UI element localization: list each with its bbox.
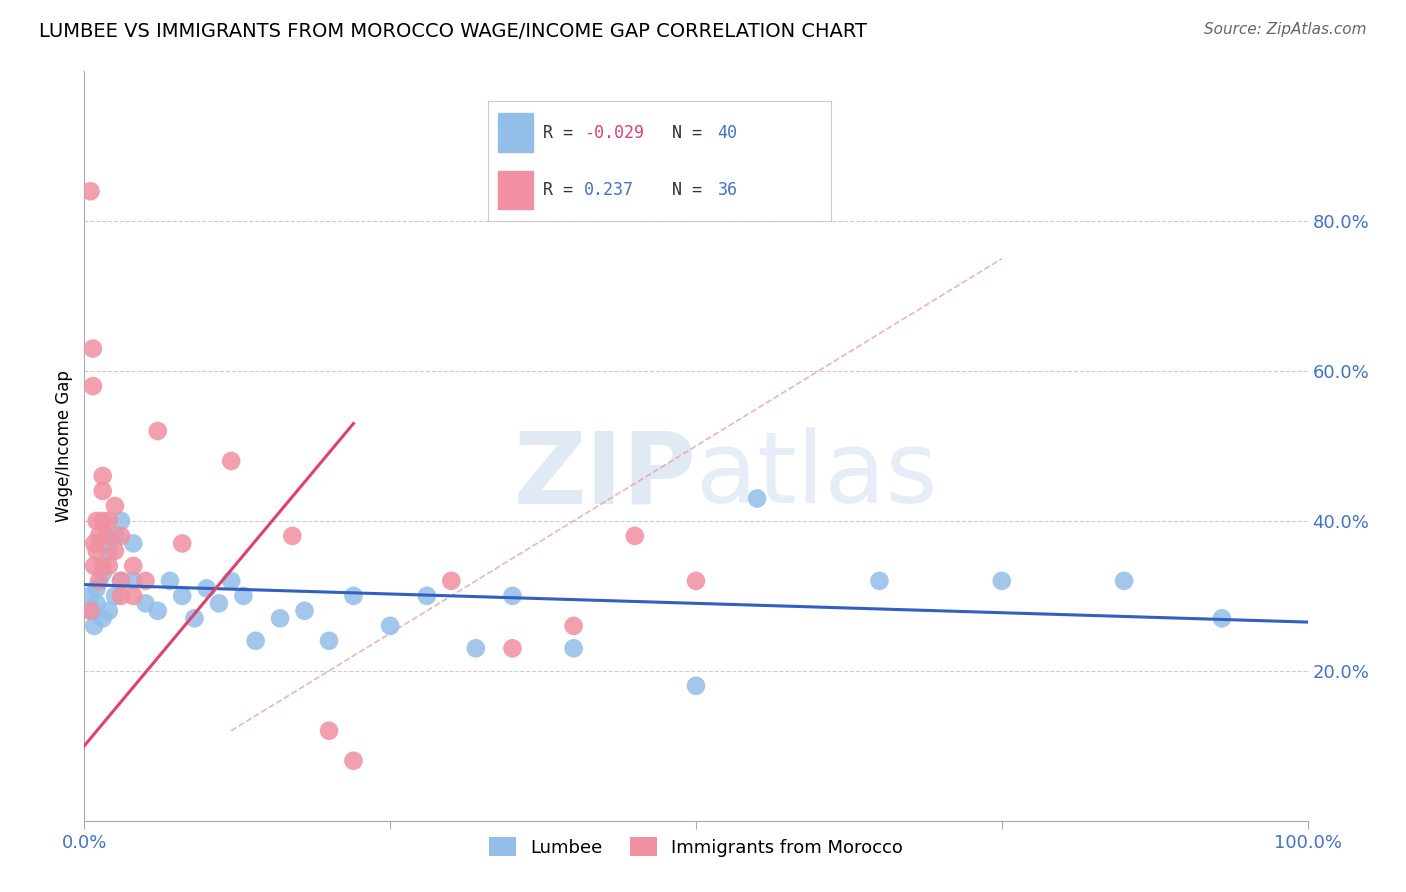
Point bbox=[464, 641, 486, 656]
Point bbox=[87, 529, 110, 543]
Point bbox=[135, 596, 157, 610]
Point bbox=[318, 723, 340, 738]
Point bbox=[135, 574, 157, 588]
Point bbox=[79, 604, 101, 618]
Point bbox=[122, 589, 145, 603]
Point bbox=[269, 611, 291, 625]
Point bbox=[219, 454, 242, 468]
Point bbox=[122, 536, 145, 550]
Text: LUMBEE VS IMMIGRANTS FROM MOROCCO WAGE/INCOME GAP CORRELATION CHART: LUMBEE VS IMMIGRANTS FROM MOROCCO WAGE/I… bbox=[39, 22, 868, 41]
Point bbox=[97, 558, 120, 573]
Point bbox=[624, 529, 647, 543]
Point bbox=[416, 589, 439, 603]
Point bbox=[172, 536, 194, 550]
Point bbox=[502, 641, 524, 656]
Point bbox=[91, 566, 114, 581]
Point bbox=[869, 574, 891, 588]
Point bbox=[747, 491, 769, 506]
Point bbox=[96, 529, 118, 543]
Point bbox=[146, 604, 169, 618]
Point bbox=[685, 574, 707, 588]
Point bbox=[318, 633, 340, 648]
Point bbox=[86, 596, 108, 610]
Point bbox=[685, 679, 707, 693]
Point bbox=[83, 619, 105, 633]
Point bbox=[159, 574, 181, 588]
Point bbox=[97, 514, 120, 528]
Point bbox=[294, 604, 316, 618]
Point bbox=[91, 483, 114, 498]
Point bbox=[97, 604, 120, 618]
Point bbox=[104, 544, 127, 558]
Point bbox=[146, 424, 169, 438]
Point bbox=[83, 536, 105, 550]
Point bbox=[91, 611, 114, 625]
Point bbox=[1114, 574, 1136, 588]
Point bbox=[172, 589, 194, 603]
Point bbox=[208, 596, 231, 610]
Point bbox=[245, 633, 267, 648]
Point bbox=[110, 574, 132, 588]
Point bbox=[110, 589, 132, 603]
Point bbox=[91, 469, 114, 483]
Point bbox=[86, 544, 108, 558]
Point bbox=[281, 529, 304, 543]
Point bbox=[502, 589, 524, 603]
Point bbox=[342, 754, 364, 768]
Point bbox=[82, 604, 104, 618]
Text: Source: ZipAtlas.com: Source: ZipAtlas.com bbox=[1204, 22, 1367, 37]
Point bbox=[91, 514, 114, 528]
Text: atlas: atlas bbox=[696, 427, 938, 524]
Point bbox=[110, 574, 132, 588]
Point bbox=[86, 514, 108, 528]
Point bbox=[97, 544, 120, 558]
Point bbox=[380, 619, 402, 633]
Point bbox=[91, 558, 114, 573]
Point bbox=[440, 574, 463, 588]
Point bbox=[195, 582, 218, 596]
Legend: Lumbee, Immigrants from Morocco: Lumbee, Immigrants from Morocco bbox=[482, 830, 910, 864]
Y-axis label: Wage/Income Gap: Wage/Income Gap bbox=[55, 370, 73, 522]
Point bbox=[183, 611, 205, 625]
Point bbox=[82, 379, 104, 393]
Point bbox=[562, 641, 585, 656]
Point bbox=[104, 589, 127, 603]
Point bbox=[104, 529, 127, 543]
Point bbox=[232, 589, 254, 603]
Point bbox=[562, 619, 585, 633]
Text: ZIP: ZIP bbox=[513, 427, 696, 524]
Point bbox=[87, 574, 110, 588]
Point bbox=[104, 499, 127, 513]
Point bbox=[342, 589, 364, 603]
Point bbox=[110, 514, 132, 528]
Point bbox=[122, 558, 145, 573]
Point bbox=[82, 342, 104, 356]
Point bbox=[122, 574, 145, 588]
Point bbox=[110, 529, 132, 543]
Point bbox=[79, 589, 101, 603]
Point bbox=[79, 184, 101, 198]
Point bbox=[991, 574, 1014, 588]
Point bbox=[83, 558, 105, 573]
Point bbox=[86, 582, 108, 596]
Point bbox=[1211, 611, 1233, 625]
Point bbox=[219, 574, 242, 588]
